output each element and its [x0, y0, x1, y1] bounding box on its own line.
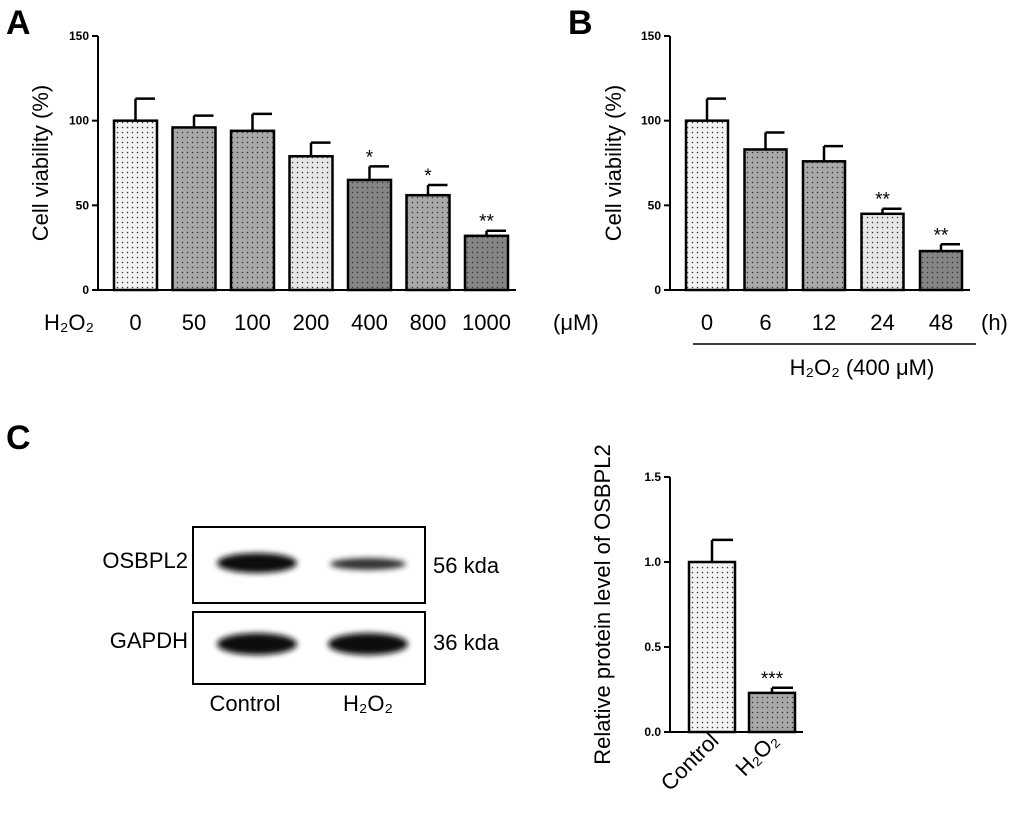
chart-a: 0 50 100 150 Cell viability (%) 0 50 100 200 * 400… — [28, 29, 599, 335]
chart-b-x-group-label: H₂O₂ (400 μM) — [790, 355, 935, 380]
chart-a-bar — [112, 119, 159, 292]
chart-b-significance: ** — [875, 190, 890, 211]
chart-c: 0.0 0.5 1.0 1.5 Relative protein level of OS… — [590, 444, 803, 796]
chart-a-ytick-label: 50 — [76, 198, 90, 212]
lane-label-control: Control — [210, 691, 281, 716]
chart-b-significance: ** — [934, 225, 949, 246]
chart-a-category-label: 50 — [182, 310, 206, 335]
chart-c-ytick-label: 1.0 — [644, 555, 661, 569]
lane-label-h2o2: H₂O₂ — [343, 691, 393, 716]
chart-b-bar — [743, 148, 788, 292]
chart-a-category-label: 100 — [234, 310, 271, 335]
chart-a-category-label: 800 — [410, 310, 447, 335]
chart-b-bar — [684, 119, 730, 292]
chart-a-category-label: 400 — [351, 310, 388, 335]
chart-b-bar — [918, 249, 964, 292]
chart-a-x-prefix: H₂O₂ — [44, 310, 94, 335]
chart-a-category-label: 200 — [293, 310, 330, 335]
chart-b-category-label: 6 — [759, 310, 771, 335]
band-label-gapdh: GAPDH — [110, 628, 188, 653]
chart-a-significance: * — [366, 147, 374, 168]
band-osbpl2-h2o2 — [330, 558, 406, 570]
chart-a-bar — [346, 178, 393, 292]
chart-b-category-label: 24 — [870, 310, 894, 335]
chart-a-bar — [463, 234, 510, 292]
chart-a-bar — [171, 126, 217, 292]
panel-label-b: B — [568, 4, 593, 42]
chart-a-y-axis-title: Cell viability (%) — [28, 85, 53, 241]
chart-c-bar — [687, 560, 737, 734]
chart-b-ytick-label: 0 — [654, 283, 661, 297]
chart-b-ytick-label: 150 — [641, 29, 661, 43]
chart-a-significance: ** — [479, 212, 494, 233]
band-size-gapdh: 36 kda — [433, 630, 500, 655]
band-label-osbpl2: OSBPL2 — [102, 548, 188, 573]
chart-c-bar — [747, 691, 797, 734]
chart-a-significance: * — [424, 166, 432, 187]
chart-c-ytick-label: 0.5 — [644, 640, 661, 654]
chart-b-x-unit: (h) — [981, 310, 1008, 335]
chart-a-ytick-label: 150 — [69, 29, 89, 43]
chart-a-ytick-label: 100 — [69, 114, 89, 128]
chart-b-bar — [860, 212, 905, 292]
band-osbpl2-control — [217, 553, 297, 573]
chart-a-bar — [229, 129, 276, 292]
chart-a-bar — [405, 193, 451, 292]
western-blot: OSBPL2 GAPDH 56 kda 36 kda Control H₂O₂ — [102, 526, 500, 716]
chart-c-ytick-label: 0.0 — [644, 725, 661, 739]
panel-label-a: A — [6, 4, 31, 42]
chart-b-bar — [801, 160, 847, 292]
chart-c-ytick-label: 1.5 — [644, 470, 661, 484]
chart-b-category-label: 12 — [812, 310, 836, 335]
panel-label-c: C — [6, 419, 31, 457]
band-gapdh-h2o2 — [328, 633, 408, 655]
chart-c-category-label: H₂O₂ — [730, 728, 783, 781]
chart-c-significance: *** — [761, 669, 784, 690]
chart-b-category-label: 0 — [701, 310, 713, 335]
chart-a-bar — [288, 154, 334, 292]
band-gapdh-control — [217, 633, 297, 655]
chart-b-ytick-label: 50 — [648, 198, 662, 212]
chart-c-y-axis-title: Relative protein level of OSBPL2 — [590, 444, 615, 764]
chart-b-y-axis-title: Cell viability (%) — [601, 85, 626, 241]
chart-a-category-label: 0 — [129, 310, 141, 335]
band-size-osbpl2: 56 kda — [433, 553, 500, 578]
chart-b: 0 50 100 150 Cell viability (%) 0 6 12 ** 24 ** 48 (… — [601, 29, 1008, 380]
chart-a-x-unit: (μM) — [553, 310, 599, 335]
chart-a-category-label: 1000 — [462, 310, 511, 335]
chart-b-category-label: 48 — [929, 310, 953, 335]
chart-c-category-label: Control — [656, 728, 724, 796]
chart-b-ytick-label: 100 — [641, 114, 661, 128]
chart-a-ytick-label: 0 — [82, 283, 89, 297]
